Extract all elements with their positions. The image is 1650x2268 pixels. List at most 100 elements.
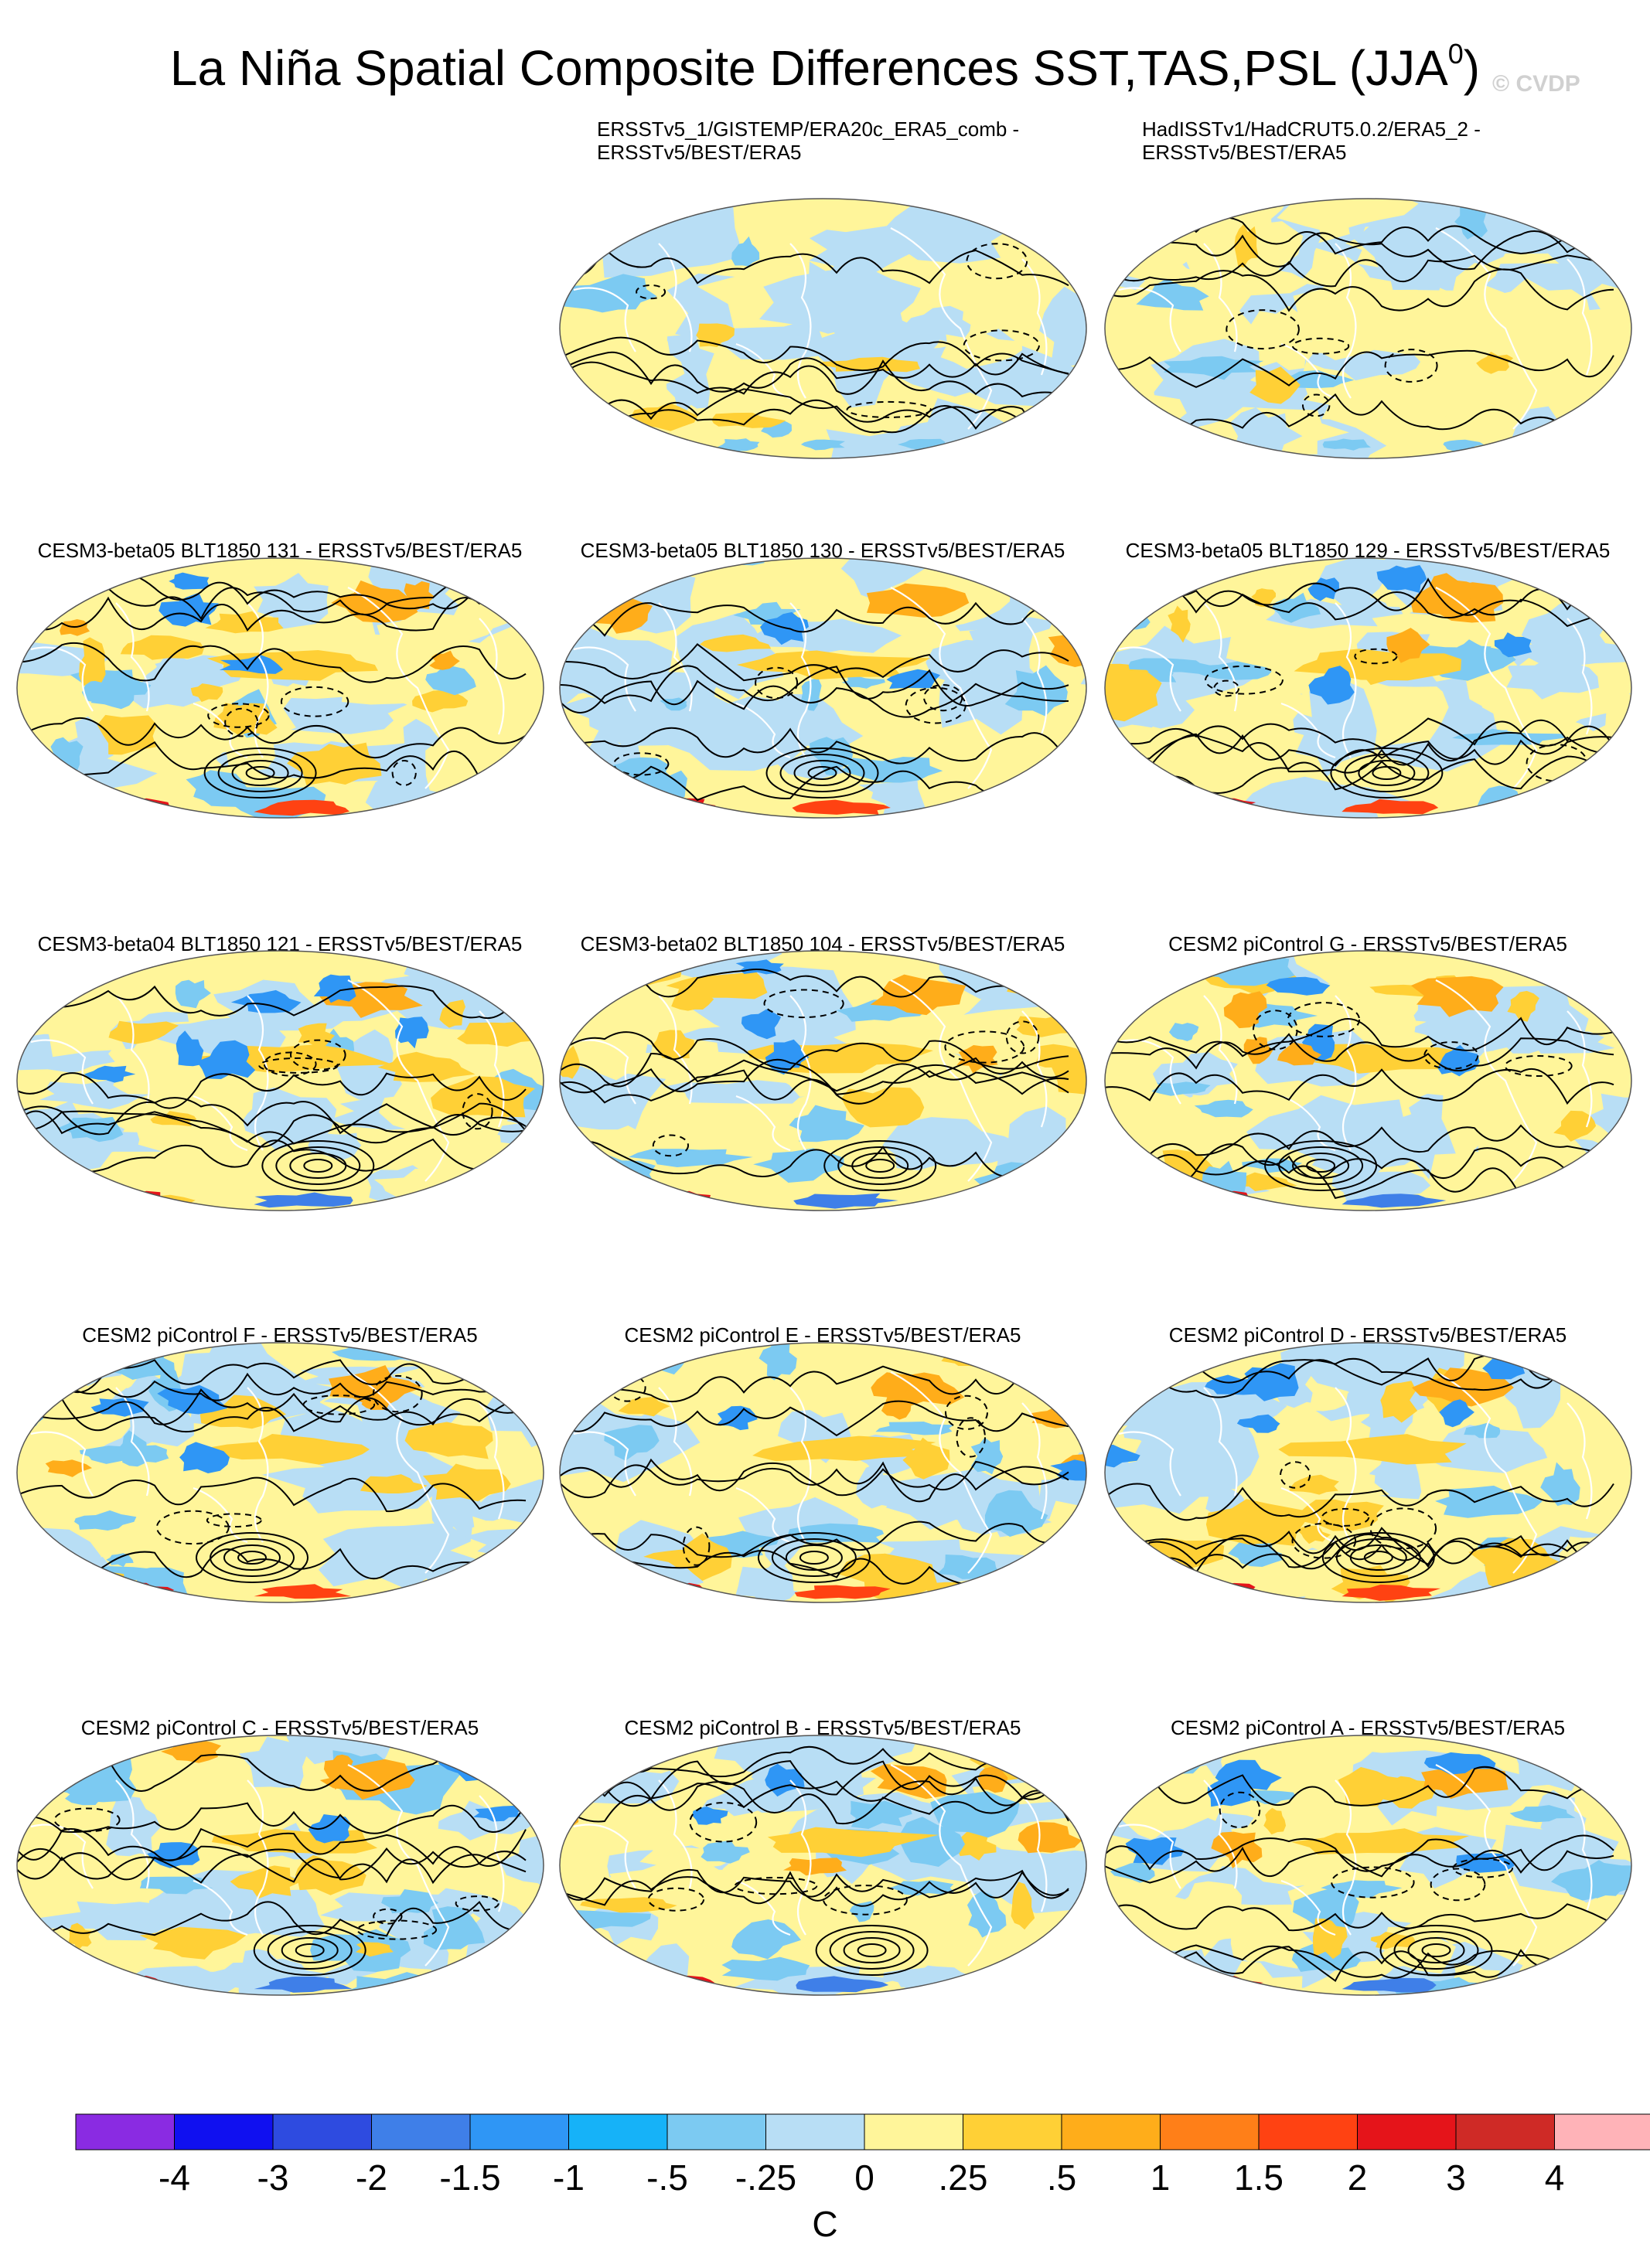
psl-contour-solid xyxy=(17,1901,527,1937)
psl-contour-dashed xyxy=(823,1885,908,1916)
coastline xyxy=(1335,995,1357,1151)
psl-contour-dashed xyxy=(53,1807,121,1833)
sst-field xyxy=(17,558,544,818)
coastline xyxy=(890,587,993,789)
anomaly-patch xyxy=(663,1080,827,1104)
anomaly-patch xyxy=(17,1961,139,1995)
anomaly-patch xyxy=(1289,1474,1339,1495)
anomaly-patch xyxy=(796,1976,889,1993)
anomaly-patch xyxy=(423,1906,486,1950)
psl-contour-dashed xyxy=(1384,349,1438,383)
coastline xyxy=(1280,1486,1336,1544)
coastline xyxy=(735,1095,791,1152)
colorbar-swatch xyxy=(371,2113,471,2151)
psl-contour-solid xyxy=(223,1544,281,1571)
coastline xyxy=(789,1779,812,1936)
coastline xyxy=(30,1039,94,1105)
anomaly-patch xyxy=(254,1192,353,1208)
coastline xyxy=(193,1095,248,1152)
panel-title: CESM2 piControl E - ERSSTv5/BEST/ERA5 xyxy=(624,1323,1021,1347)
anomaly-patch xyxy=(1249,1750,1346,1797)
cvdp-credit: © CVDP xyxy=(1492,71,1580,97)
coastline xyxy=(1280,342,1336,400)
coastline xyxy=(247,602,269,758)
anomaly-patch xyxy=(1201,558,1229,575)
psl-contour-solid xyxy=(560,1052,1069,1092)
coastline xyxy=(573,1039,636,1105)
anomaly-patch xyxy=(1322,438,1371,451)
anomaly-patch xyxy=(431,1076,535,1118)
anomaly-patch xyxy=(1249,366,1301,404)
coastline xyxy=(789,1387,812,1543)
psl-contour-solid xyxy=(560,601,1069,637)
anomaly-patch xyxy=(1570,439,1614,451)
sst-field xyxy=(560,951,1086,1211)
panel-title: CESM2 piControl G - ERSSTv5/BEST/ERA5 xyxy=(1168,932,1567,955)
psl-contour-solid xyxy=(779,754,865,792)
anomaly-patch xyxy=(30,1157,66,1197)
psl-contour-solid xyxy=(245,766,275,780)
psl-contour-solid xyxy=(560,1064,1069,1105)
psl-contours xyxy=(560,969,1069,1191)
anomaly-patch xyxy=(850,1800,912,1829)
anomaly-patch xyxy=(63,1164,90,1211)
psl-contour-dashed xyxy=(1280,1461,1311,1489)
anomaly-patch xyxy=(499,1836,544,1895)
anomaly-patch xyxy=(692,1807,728,1825)
anomaly-patch xyxy=(721,1956,810,1981)
anomaly-patch xyxy=(1452,728,1565,746)
psl-contours xyxy=(560,1365,1069,1585)
psl-contour-dashed xyxy=(1452,1858,1514,1878)
panel-title: CESM2 piControl B - ERSSTv5/BEST/ERA5 xyxy=(624,1716,1021,1739)
anomaly-patch xyxy=(961,199,1086,230)
psl-contour-solid xyxy=(289,1153,347,1179)
anomaly-patch xyxy=(1507,990,1539,1022)
anomaly-patch xyxy=(1410,976,1504,1017)
anomaly-patch xyxy=(977,1766,1008,1793)
psl-contour-dashed xyxy=(263,1051,317,1077)
psl-contour-solid xyxy=(829,1931,915,1970)
map-outline xyxy=(16,1735,544,1996)
anomaly-patch xyxy=(139,1926,247,1960)
anomaly-patch xyxy=(1193,1582,1257,1598)
psl-contour-solid xyxy=(807,766,837,780)
anomaly-patch xyxy=(125,1194,196,1211)
psl-contour-solid xyxy=(785,1544,843,1571)
anomaly-patch xyxy=(1277,199,1419,233)
coastlines xyxy=(30,1764,505,1967)
coastline xyxy=(789,602,812,758)
anomaly-patch xyxy=(1230,1960,1303,1995)
anomaly-patch xyxy=(841,1087,925,1128)
map-panel-pC xyxy=(16,1735,544,1996)
anomaly-patch xyxy=(1540,1462,1580,1507)
colorbar-swatch xyxy=(1160,2113,1260,2151)
coastline xyxy=(658,602,693,712)
anomaly-patch xyxy=(735,1564,806,1602)
anomaly-patch xyxy=(1105,775,1153,804)
psl-contour-dashed xyxy=(372,1374,423,1413)
anomaly-patch xyxy=(1234,224,1259,267)
coastline xyxy=(1566,1402,1593,1520)
psl-contour-solid xyxy=(17,1110,527,1145)
coastline xyxy=(1021,618,1048,735)
anomaly-patch xyxy=(147,1842,200,1868)
colorbar-swatch xyxy=(765,2113,865,2151)
psl-contour-solid xyxy=(1105,1033,1614,1072)
anomaly-patch xyxy=(636,443,670,458)
anomaly-patch xyxy=(724,1769,877,1813)
psl-contour-solid xyxy=(1358,760,1416,786)
anomaly-patch xyxy=(17,641,109,676)
anomaly-patch xyxy=(1018,1822,1082,1854)
anomaly-patch xyxy=(1521,598,1614,666)
anomaly-patch xyxy=(1031,585,1086,604)
psl-contour-solid xyxy=(1363,1551,1393,1565)
anomaly-patch xyxy=(1266,976,1331,996)
anomaly-patch xyxy=(360,1474,428,1493)
anomaly-patch xyxy=(736,650,931,680)
psl-contour-dashed xyxy=(207,703,270,728)
psl-contour-dashed xyxy=(613,752,670,776)
colorbar-tick-label: .25 xyxy=(938,2157,988,2198)
map-panel-obs1 xyxy=(559,198,1087,459)
anomaly-patch xyxy=(287,742,382,785)
psl-contour-dashed xyxy=(963,329,1040,362)
